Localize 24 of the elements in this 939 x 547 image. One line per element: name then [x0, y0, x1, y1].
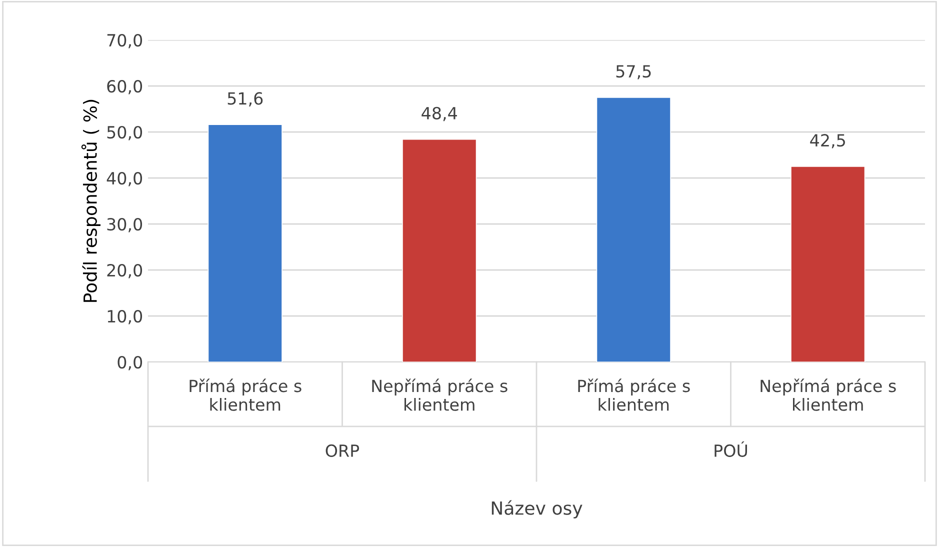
bar: [596, 97, 671, 362]
data-label: 48,4: [422, 106, 457, 122]
y-tick-label: 10,0: [108, 310, 142, 324]
text: ORP: [326, 444, 360, 457]
text: POÚ: [714, 441, 747, 457]
y-axis-title: Podíl respondentů ( %): [81, 100, 100, 302]
x-axis-title: Název osy: [492, 500, 582, 518]
data-label: 57,5: [616, 65, 651, 80]
y-tick-label: 70,0: [107, 34, 142, 48]
data-label: 42,5: [810, 134, 845, 148]
y-tick-label: 0,0: [118, 356, 142, 370]
y-tick-label: 30,0: [107, 218, 142, 232]
y-tick-label: 20,0: [107, 264, 142, 278]
bar: [402, 138, 477, 362]
bar: [208, 124, 282, 362]
x-tick-label: Přímá práce s klientem: [190, 378, 302, 411]
x-tick-label: Nepřímá práce s klientem: [760, 378, 896, 411]
y-tick-label: 50,0: [107, 126, 142, 140]
x-tick-label: Přímá práce s klientem: [578, 378, 690, 411]
y-tick-label: 40,0: [106, 172, 142, 186]
data-label: 51,6: [228, 92, 263, 106]
bar: [790, 166, 866, 362]
y-tick-label: 60,0: [107, 80, 142, 94]
x-tick-label: Nepřímá práce s klientem: [372, 378, 508, 411]
